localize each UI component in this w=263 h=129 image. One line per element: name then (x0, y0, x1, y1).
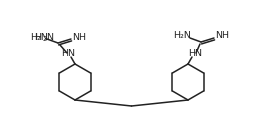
Text: $_2$N: $_2$N (42, 32, 55, 44)
Text: H: H (34, 34, 42, 42)
Text: NH: NH (72, 33, 86, 42)
Text: NH: NH (215, 31, 229, 41)
Text: H₂N: H₂N (173, 31, 191, 41)
Text: HN: HN (61, 50, 75, 58)
Text: H₂N: H₂N (30, 33, 48, 42)
Text: HN: HN (188, 50, 202, 58)
